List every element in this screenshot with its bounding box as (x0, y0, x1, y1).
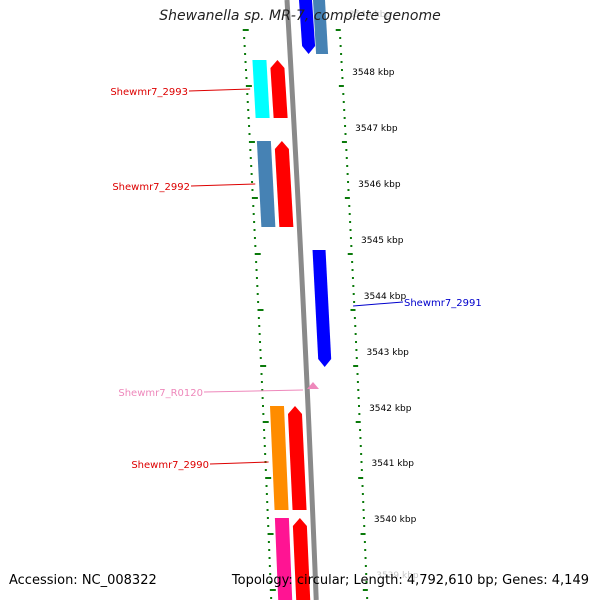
rna-marker[interactable] (306, 382, 319, 389)
scale-label: 3546 kbp (358, 180, 401, 190)
gene-arrow[interactable] (312, 250, 332, 367)
label-leader-line (203, 389, 303, 393)
gene-feature[interactable] (306, 382, 319, 389)
gene-feature[interactable] (274, 518, 311, 600)
gene-label[interactable]: Shewmr7_R0120 (118, 388, 203, 399)
cog-category-bar[interactable] (256, 141, 276, 227)
feature-labels: Shewmr7_2993 Shewmr7_2992 Shewmr7_2991 Shew… (110, 87, 481, 471)
cog-category-bar[interactable] (269, 406, 289, 510)
gene-label[interactable]: Shewmr7_2992 (112, 182, 190, 193)
scale-labels: 3549 kbp 3548 kbp 3547 kbp 3546 kbp 3545 kbp… (349, 10, 419, 581)
cog-category-bar[interactable] (313, 0, 329, 54)
summary-text: Topology: circular; Length: 4,792,610 bp… (231, 573, 589, 588)
gene-arrow[interactable] (299, 0, 316, 54)
feature-layer (252, 0, 332, 600)
scale-label: 3545 kbp (361, 236, 404, 246)
scale-label: 3541 kbp (372, 459, 415, 469)
gene-arrow[interactable] (274, 141, 294, 227)
gene-feature[interactable] (312, 250, 332, 367)
cog-category-bar[interactable] (274, 518, 293, 600)
backbone (284, 0, 319, 600)
gene-label[interactable]: Shewmr7_2993 (110, 87, 188, 98)
label-leader-line (209, 461, 269, 465)
scale-label: 3540 kbp (374, 515, 417, 525)
scale-label: 3549 kbp (349, 10, 392, 20)
cog-category-bar[interactable] (252, 60, 270, 118)
gene-arrow[interactable] (287, 406, 307, 510)
gene-feature[interactable] (269, 406, 307, 510)
gene-label[interactable]: Shewmr7_2990 (131, 460, 209, 471)
accession-text: Accession: NC_008322 (9, 573, 157, 588)
scale-label: 3547 kbp (355, 124, 398, 134)
map-title: Shewanella sp. MR-7, complete genome (159, 8, 441, 24)
gene-feature[interactable] (299, 0, 329, 54)
scale-label: 3544 kbp (364, 292, 407, 302)
label-leader-line (190, 183, 256, 187)
gene-label[interactable]: Shewmr7_2991 (404, 298, 482, 309)
gene-feature[interactable] (252, 60, 288, 118)
gene-arrow[interactable] (270, 60, 288, 118)
backbone-line (284, 0, 319, 600)
scale-label: 3539 kbp (376, 571, 419, 581)
label-leader-line (353, 301, 404, 307)
gene-arrow[interactable] (292, 518, 311, 600)
label-leader-line (188, 88, 251, 92)
scale-label: 3543 kbp (366, 348, 409, 358)
gene-feature[interactable] (256, 141, 294, 227)
tick-marks (242, 29, 369, 599)
scale-label: 3542 kbp (369, 404, 412, 414)
scale-label: 3548 kbp (352, 68, 395, 78)
